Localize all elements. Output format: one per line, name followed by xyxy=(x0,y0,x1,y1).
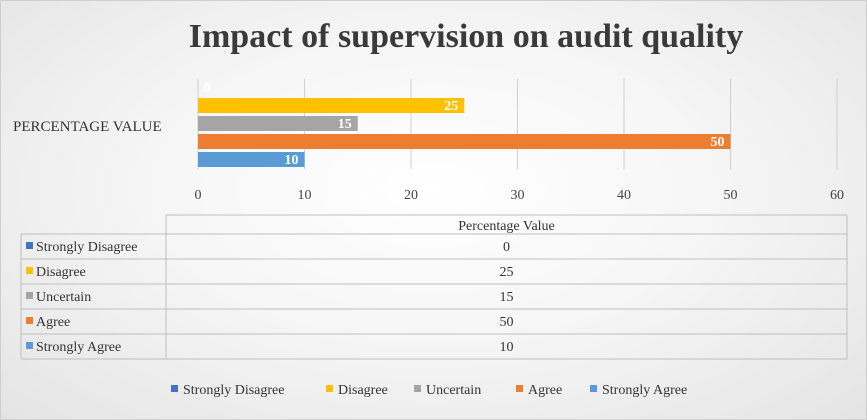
bar-uncertain xyxy=(198,116,358,131)
table-row-label: Disagree xyxy=(36,265,86,280)
table-cell-value: 25 xyxy=(500,265,514,280)
table-legend-key xyxy=(26,292,33,299)
table-legend-key xyxy=(26,317,33,324)
data-table: Percentage Value Strongly Disagree 0 Disagr… xyxy=(20,214,848,360)
data-label: 10 xyxy=(285,153,299,168)
legend-key xyxy=(326,385,333,392)
table-row-label: Strongly Disagree xyxy=(36,240,137,255)
legend-label: Agree xyxy=(528,383,562,398)
legend: Strongly Disagree Disagree Uncertain Agree S… xyxy=(171,383,687,398)
legend-label: Uncertain xyxy=(426,383,481,398)
legend-label: Disagree xyxy=(338,383,388,398)
table-cell-value: 0 xyxy=(503,240,510,255)
bar-disagree xyxy=(198,98,465,113)
table-legend-key xyxy=(26,267,33,274)
data-labels: 10 50 15 25 0 xyxy=(204,81,725,168)
table-cell-value: 15 xyxy=(500,290,514,305)
bar-agree xyxy=(198,134,731,149)
x-tick-label: 60 xyxy=(830,188,844,203)
x-tick-label: 50 xyxy=(724,188,738,203)
bars xyxy=(198,98,731,167)
table-cell-value: 10 xyxy=(500,340,514,355)
data-label: 0 xyxy=(204,81,211,96)
table-cell-value: 50 xyxy=(500,315,514,330)
x-axis-ticks: 0 10 20 30 40 50 60 xyxy=(195,188,845,203)
legend-key xyxy=(516,385,523,392)
legend-key xyxy=(414,385,421,392)
table-header: Percentage Value xyxy=(458,219,555,234)
chart-title: Impact of supervision on audit quality xyxy=(189,18,744,55)
x-tick-label: 0 xyxy=(195,188,202,203)
bar-strongly-agree xyxy=(198,152,305,167)
table-legend-key xyxy=(26,342,33,349)
grid-lines xyxy=(197,79,838,169)
data-label: 25 xyxy=(444,99,458,114)
table-row-label: Strongly Agree xyxy=(36,340,121,355)
table-legend-key xyxy=(26,242,33,249)
table-row-label: Uncertain xyxy=(36,290,91,305)
x-tick-label: 20 xyxy=(404,188,418,203)
data-label: 15 xyxy=(338,117,352,132)
category-label: PERCENTAGE VALUE xyxy=(13,119,162,135)
table-row-label: Agree xyxy=(36,315,70,330)
x-tick-label: 30 xyxy=(511,188,525,203)
legend-label: Strongly Disagree xyxy=(183,383,284,398)
x-tick-label: 10 xyxy=(298,188,312,203)
legend-key xyxy=(590,385,597,392)
legend-key xyxy=(171,385,178,392)
x-tick-label: 40 xyxy=(617,188,631,203)
data-label: 50 xyxy=(711,135,725,150)
legend-label: Strongly Agree xyxy=(602,383,687,398)
